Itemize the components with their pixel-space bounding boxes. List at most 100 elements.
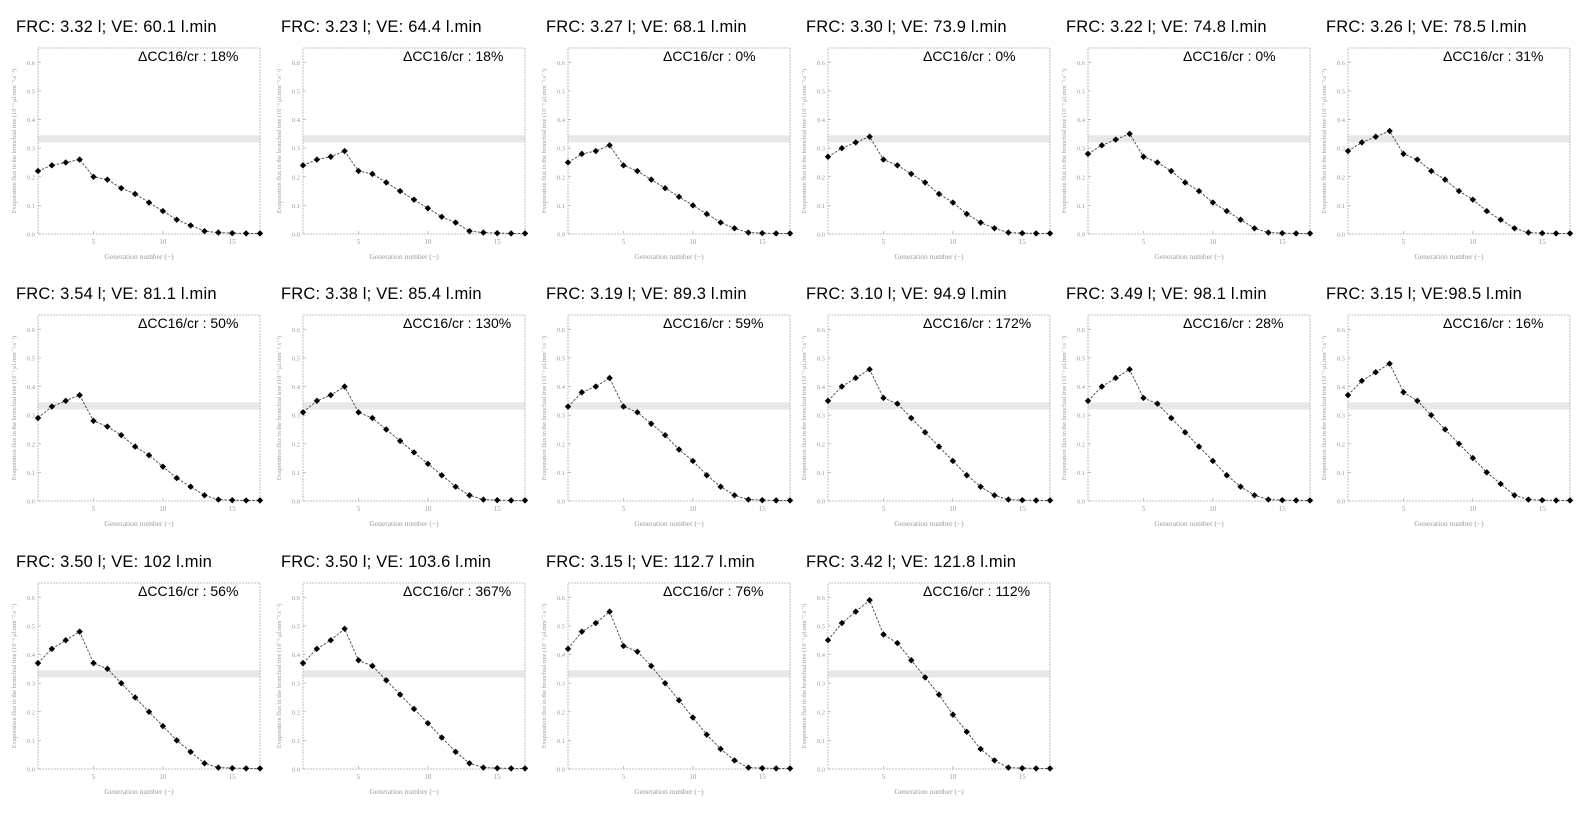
x-tick-label: 10	[689, 773, 697, 781]
data-point	[592, 147, 599, 155]
x-tick-label: 10	[424, 238, 432, 246]
data-point	[1032, 230, 1040, 237]
chart-panel: 0.0 0.1 0.2 0.3 0.4 0.5 0.6 5 10 15 Generation num…	[538, 553, 796, 815]
data-point	[299, 162, 307, 169]
data-point	[438, 734, 445, 741]
cc16-annotation: ΔCC16/cr : 28%	[1183, 315, 1284, 331]
data-point	[201, 760, 208, 767]
data-point	[852, 374, 859, 382]
series-line	[1087, 133, 1310, 234]
data-point	[786, 230, 794, 237]
data-point	[1223, 207, 1230, 215]
data-point	[313, 156, 321, 163]
data-point	[327, 637, 334, 644]
data-point	[661, 185, 669, 192]
cc16-annotation: ΔCC16/cr : 18%	[403, 48, 504, 64]
data-point	[991, 757, 998, 764]
chart-panel: 0.0 0.1 0.2 0.3 0.4 0.5 0.6 5 10 15 Generation num…	[1058, 18, 1316, 280]
data-point	[949, 457, 957, 465]
data-point	[521, 230, 529, 237]
x-tick-label: 5	[1142, 238, 1146, 246]
data-point	[1455, 187, 1463, 195]
data-point	[507, 497, 515, 504]
plot-frame	[567, 47, 791, 235]
y-tick-label: 0.6	[1337, 60, 1346, 67]
data-point	[772, 230, 780, 237]
y-tick-label: 0.6	[1077, 327, 1086, 334]
cc16-annotation: ΔCC16/cr : 130%	[403, 315, 512, 331]
data-point	[215, 496, 222, 503]
data-point	[963, 472, 970, 479]
data-point	[1497, 216, 1504, 223]
y-axis-label: Evaporation flux in the bronchial tree (…	[801, 69, 808, 213]
data-point	[201, 492, 208, 499]
data-point	[824, 637, 832, 644]
chart-svg: 0.0 0.1 0.2 0.3 0.4 0.5 0.6 5 10 15 Generation num…	[276, 47, 529, 261]
data-point	[48, 162, 56, 169]
data-point	[1372, 369, 1379, 376]
y-tick-label: 0.3	[1077, 413, 1085, 420]
reference-band	[1088, 135, 1310, 143]
y-tick-label: 0.5	[557, 88, 565, 95]
y-tick-label: 0.3	[292, 146, 300, 153]
data-point	[466, 760, 473, 767]
y-tick-label: 0.0	[27, 767, 35, 774]
y-tick-label: 0.6	[1337, 327, 1346, 334]
x-tick-label: 5	[622, 238, 626, 246]
data-point	[1428, 411, 1435, 419]
chart-svg: 0.0 0.1 0.2 0.3 0.4 0.5 0.6 5 10 15 Generation num…	[801, 47, 1054, 261]
x-tick-label: 5	[882, 773, 886, 781]
chart-panel: 0.0 0.1 0.2 0.3 0.4 0.5 0.6 5 10 15 Generation num…	[273, 18, 531, 280]
y-tick-label: 0.4	[27, 384, 36, 391]
plot-frame	[37, 47, 261, 235]
chart-title: FRC: 3.15 l; VE:98.5 l.min	[1326, 285, 1522, 303]
y-tick-label: 0.2	[1077, 441, 1085, 448]
data-point	[1358, 139, 1366, 146]
x-tick-label: 15	[229, 505, 237, 513]
y-axis-label: Evaporation flux in the bronchial tree (…	[276, 604, 283, 748]
series-line	[567, 377, 790, 501]
y-tick-label: 0.1	[817, 470, 825, 477]
chart-svg: 0.0 0.1 0.2 0.3 0.4 0.5 0.6 5 10 15 Generation num…	[541, 314, 794, 528]
data-point	[215, 229, 222, 236]
chart-title: FRC: 3.15 l; VE: 112.7 l.min	[546, 553, 755, 571]
series-line	[1087, 368, 1310, 501]
x-tick-label: 5	[882, 238, 886, 246]
data-point	[963, 210, 970, 218]
data-point	[1386, 360, 1393, 367]
data-point	[661, 679, 669, 687]
data-point	[256, 497, 264, 504]
chart-panel: 0.0 0.1 0.2 0.3 0.4 0.5 0.6 5 10 15 Generation num…	[538, 18, 796, 280]
data-point	[159, 722, 167, 730]
data-point	[118, 185, 125, 192]
y-tick-label: 0.4	[557, 384, 566, 391]
data-point	[991, 492, 998, 499]
chart-panel: 0.0 0.1 0.2 0.3 0.4 0.5 0.6 5 10 15 Generation num…	[798, 285, 1056, 547]
data-point	[866, 366, 873, 373]
data-point	[661, 431, 669, 439]
data-point	[564, 403, 572, 410]
data-point	[452, 483, 459, 490]
y-tick-label: 0.4	[1337, 384, 1346, 391]
cc16-annotation: ΔCC16/cr : 18%	[138, 48, 239, 64]
y-tick-label: 0.5	[557, 623, 565, 630]
y-axis-label: Evaporation flux in the bronchial tree (…	[11, 336, 18, 480]
data-point	[229, 229, 236, 237]
data-point	[564, 645, 572, 653]
data-point	[1019, 496, 1026, 504]
data-point	[480, 229, 487, 236]
y-tick-label: 0.5	[817, 88, 825, 95]
x-tick-label: 10	[949, 505, 957, 513]
data-point	[1112, 374, 1119, 382]
data-point	[1386, 127, 1393, 135]
data-point	[717, 483, 724, 490]
data-point	[745, 764, 752, 771]
data-point	[1005, 764, 1012, 771]
y-tick-label: 0.6	[292, 327, 301, 334]
data-point	[1525, 496, 1532, 503]
plot-frame	[567, 582, 791, 770]
y-tick-label: 0.5	[27, 355, 35, 362]
x-tick-label: 10	[1209, 238, 1217, 246]
data-point	[1154, 400, 1161, 407]
data-point	[1019, 764, 1026, 772]
